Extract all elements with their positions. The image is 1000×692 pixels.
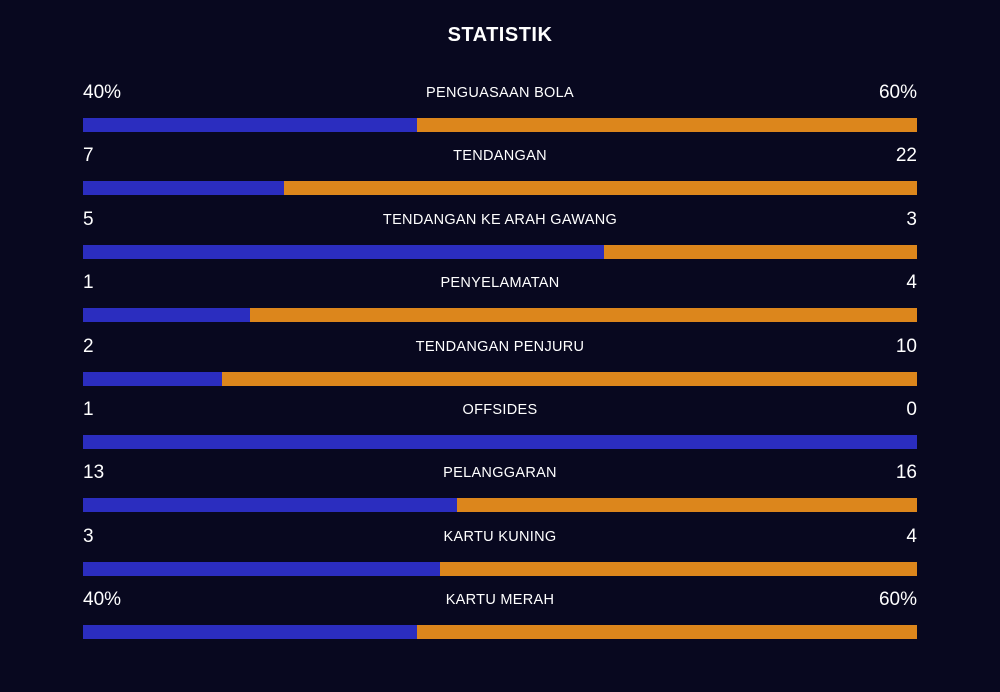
away-bar-fill [456, 498, 917, 513]
home-bar-fill [83, 308, 250, 323]
stat-header: 1 PENYELAMATAN 4 [83, 270, 917, 298]
away-value: 4 [906, 272, 917, 294]
stat-row-shots: 7 TENDANGAN 22 [83, 143, 917, 206]
home-bar-fill [83, 434, 917, 449]
away-bar-fill [416, 625, 917, 640]
stat-label: KARTU MERAH [445, 592, 555, 609]
away-bar-fill [222, 371, 917, 386]
stat-label: PELANGGARAN [443, 465, 557, 482]
stats-list: 40% PENGUASAAN BOLA 60% 7 TENDANGAN 22 5… [83, 80, 917, 651]
away-value: 4 [906, 525, 917, 547]
away-value: 16 [895, 462, 917, 484]
stat-row-red-cards: 40% KARTU MERAH 60% [83, 587, 917, 650]
stat-row-fouls: 13 PELANGGARAN 16 [83, 460, 917, 523]
stat-label: PENGUASAAN BOLA [426, 85, 574, 101]
away-value: 60% [878, 82, 917, 103]
stat-row-offsides: 1 OFFSIDES 0 [83, 397, 917, 460]
away-bar-fill [249, 308, 917, 323]
stats-title: STATISTIK [447, 24, 553, 46]
stat-label: PENYELAMATAN [440, 275, 560, 292]
stat-header: 2 TENDANGAN PENJURU 10 [83, 334, 917, 362]
home-bar-fill [83, 498, 457, 513]
home-value: 13 [83, 462, 105, 484]
away-value: 10 [895, 335, 917, 357]
stat-header: 13 PELANGGARAN 16 [83, 460, 917, 488]
home-value: 40% [83, 82, 122, 103]
stat-label: TENDANGAN [453, 148, 547, 165]
away-value: 3 [906, 208, 917, 230]
stat-label: OFFSIDES [462, 401, 538, 418]
comparison-bar [83, 498, 917, 513]
home-value: 40% [83, 589, 122, 611]
home-bar-fill [83, 371, 223, 386]
comparison-bar [83, 561, 917, 576]
comparison-bar [83, 244, 917, 259]
home-value: 7 [83, 145, 94, 167]
stat-header: 5 TENDANGAN KE ARAH GAWANG 3 [83, 207, 917, 235]
comparison-bar [83, 434, 917, 449]
stat-header: 3 KARTU KUNING 4 [83, 524, 917, 552]
away-value: 60% [878, 589, 917, 611]
home-value: 1 [83, 272, 94, 294]
stat-header: 40% PENGUASAAN BOLA 60% [83, 80, 917, 108]
comparison-bar [83, 118, 917, 132]
home-bar-fill [83, 561, 441, 576]
stat-row-yellow-cards: 3 KARTU KUNING 4 [83, 524, 917, 587]
away-bar-fill [284, 181, 917, 196]
home-bar-fill [83, 625, 417, 640]
away-bar-fill [604, 244, 917, 259]
home-value: 5 [83, 208, 94, 230]
home-bar-fill [83, 244, 605, 259]
stat-row-shots-on-target: 5 TENDANGAN KE ARAH GAWANG 3 [83, 207, 917, 270]
away-bar-fill [440, 561, 917, 576]
home-value: 1 [83, 398, 94, 420]
comparison-bar [83, 371, 917, 386]
stat-row-corners: 2 TENDANGAN PENJURU 10 [83, 334, 917, 397]
stat-header: 7 TENDANGAN 22 [83, 143, 917, 171]
stat-label: TENDANGAN PENJURU [415, 338, 585, 355]
home-value: 2 [83, 335, 94, 357]
stat-header: 40% KARTU MERAH 60% [83, 587, 917, 615]
comparison-bar [83, 625, 917, 640]
comparison-bar [83, 308, 917, 323]
away-value: 0 [906, 398, 917, 420]
home-value: 3 [83, 525, 94, 547]
stat-header: 1 OFFSIDES 0 [83, 397, 917, 425]
comparison-bar [83, 181, 917, 196]
home-bar-fill [83, 181, 285, 196]
stat-row-possession: 40% PENGUASAAN BOLA 60% [83, 80, 917, 143]
stat-label: TENDANGAN KE ARAH GAWANG [382, 211, 618, 228]
stat-row-saves: 1 PENYELAMATAN 4 [83, 270, 917, 333]
away-value: 22 [895, 145, 917, 167]
home-bar-fill [83, 118, 417, 132]
away-bar-fill [416, 118, 917, 132]
stat-label: KARTU KUNING [443, 528, 557, 545]
